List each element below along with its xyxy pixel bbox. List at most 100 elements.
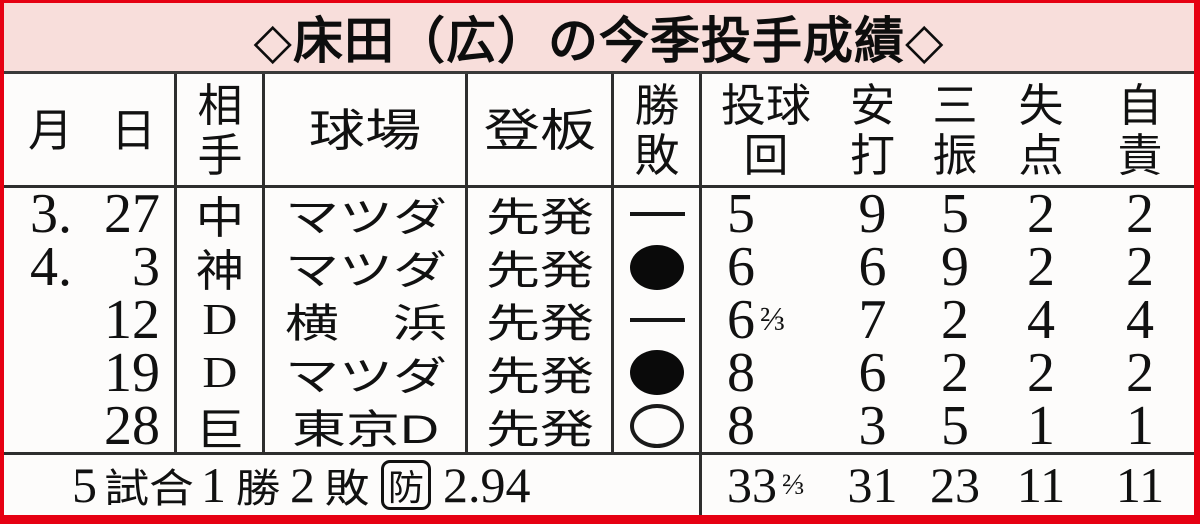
opponent-cell: D (202, 348, 238, 398)
table-row: 28 巨 東京D 先発 8 3 5 1 1 (4, 394, 1194, 457)
losses-count: 2 (290, 456, 315, 513)
stadium-cell: マツダ (284, 196, 447, 241)
result-cell (613, 399, 701, 452)
column-divider (465, 74, 468, 452)
season-record: 5 試合 1 勝 2 敗防 2.94 (4, 455, 701, 515)
pitching-stats-table: 月 日 相 手 球場 登板 勝 敗 投球 回 (4, 71, 1194, 515)
innings-cell: 8 (727, 341, 755, 404)
innings-fraction: ⅔ (782, 467, 805, 501)
date-cell: 3. 27 (4, 183, 176, 246)
summary-stats-cells: 33 ⅔ 31 23 11 11 (701, 455, 1194, 515)
runs-cell: 1 (1027, 394, 1055, 457)
date-cell: 19 (4, 341, 176, 404)
stadium-cell: 東京D (291, 407, 439, 452)
runs-cell: 4 (1027, 289, 1055, 351)
title-bar: ◇床田（広）の今季投手成績◇ (4, 3, 1194, 71)
date-day: 28 (104, 394, 160, 457)
wins-count: 1 (201, 456, 226, 513)
table-row: 3. 27 中 マツダ 先発 5 9 5 2 2 (4, 183, 1194, 246)
era-badge: 防 (381, 459, 431, 510)
col-header-innings: 投球 回 (720, 80, 811, 181)
date-month: 4. (30, 236, 72, 299)
strikeouts-cell: 2 (941, 289, 969, 351)
opponent-cell: 神 (195, 247, 245, 297)
date-cell: 28 (4, 394, 176, 457)
col-header-runs: 失 点 (1018, 80, 1064, 181)
table-row: 4. 3 神 マツダ 先発 6 6 9 2 2 (4, 236, 1194, 299)
column-divider (699, 74, 702, 515)
total-earned-runs-cell: 11 (1115, 456, 1165, 513)
earned-runs-cell: 2 (1126, 341, 1154, 404)
col-header-appearance: 登板 (483, 105, 597, 156)
row-divider (4, 185, 1194, 188)
date-cell: 12 (4, 292, 176, 348)
stadium-cell: マツダ (284, 354, 447, 399)
strikeouts-cell: 5 (941, 394, 969, 457)
earned-runs-cell: 4 (1126, 289, 1154, 351)
earned-runs-cell: 2 (1126, 183, 1154, 246)
appearance-cell: 先発 (486, 354, 594, 399)
runs-cell: 2 (1027, 341, 1055, 404)
result-mark (630, 350, 684, 396)
column-divider (262, 74, 265, 452)
earned-runs-cell: 1 (1126, 394, 1154, 457)
hits-cell: 9 (858, 183, 887, 246)
opponent-cell: D (202, 295, 238, 345)
innings-fraction: ⅔ (760, 301, 786, 339)
col-header-stats-group: 投球 回 安 打 三 振 失 点 自 責 (701, 74, 1194, 188)
stats-cells: 5 9 5 2 2 (701, 183, 1194, 246)
stadium-cell: 横 浜 (284, 302, 447, 346)
date-month: 3. (30, 183, 72, 246)
date-day: 3 (132, 236, 160, 299)
col-header-earned-runs: 自 責 (1117, 80, 1163, 181)
result-mark (630, 403, 684, 448)
total-runs-cell: 11 (1016, 456, 1066, 513)
total-strikeouts-cell: 23 (930, 456, 980, 513)
col-header-month: 月 (28, 105, 74, 156)
col-header-day: 日 (110, 105, 156, 156)
losses-label: 敗 (324, 466, 370, 511)
opponent-cell: 巨 (195, 405, 245, 455)
date-day: 27 (104, 183, 160, 246)
result-cell (613, 241, 701, 294)
hits-cell: 6 (858, 341, 887, 404)
opponent-cell: 中 (195, 194, 245, 244)
strikeouts-cell: 5 (941, 183, 969, 246)
appearance-cell: 先発 (486, 407, 594, 452)
col-header-result: 勝 敗 (634, 80, 680, 181)
innings-cell: 6 (727, 236, 755, 299)
col-header-opponent: 相 手 (197, 80, 243, 181)
result-cell (613, 188, 701, 241)
stats-cells: 8 3 5 1 1 (701, 394, 1194, 457)
wins-label: 勝 (235, 466, 281, 511)
hits-cell: 7 (858, 289, 887, 351)
games-count: 5 (72, 456, 97, 513)
summary-row: 5 試合 1 勝 2 敗防 2.94 33 ⅔ 31 23 11 11 (4, 455, 1194, 515)
column-divider (611, 74, 614, 452)
table-row: 19 D マツダ 先発 8 6 2 2 2 (4, 341, 1194, 404)
innings-cell: 5 (727, 183, 755, 246)
date-day: 19 (104, 341, 160, 404)
innings-cell: 8 (727, 394, 755, 457)
result-mark (629, 317, 685, 322)
runs-cell: 2 (1027, 236, 1055, 299)
strikeouts-cell: 2 (941, 341, 969, 404)
stats-cells: 8 6 2 2 2 (701, 341, 1194, 404)
col-header-stadium: 球場 (309, 105, 422, 156)
runs-cell: 2 (1027, 183, 1055, 246)
result-mark (630, 244, 684, 290)
result-cell (613, 346, 701, 399)
stats-cells: 6 6 9 2 2 (701, 236, 1194, 299)
date-cell: 4. 3 (4, 236, 176, 299)
result-cell (613, 294, 701, 347)
appearance-cell: 先発 (486, 302, 594, 346)
total-hits-cell: 31 (847, 456, 898, 513)
total-innings-cell: 33 ⅔ (727, 456, 805, 513)
earned-runs-cell: 2 (1126, 236, 1154, 299)
era-value: 2.94 (443, 456, 531, 513)
result-mark (629, 212, 685, 217)
